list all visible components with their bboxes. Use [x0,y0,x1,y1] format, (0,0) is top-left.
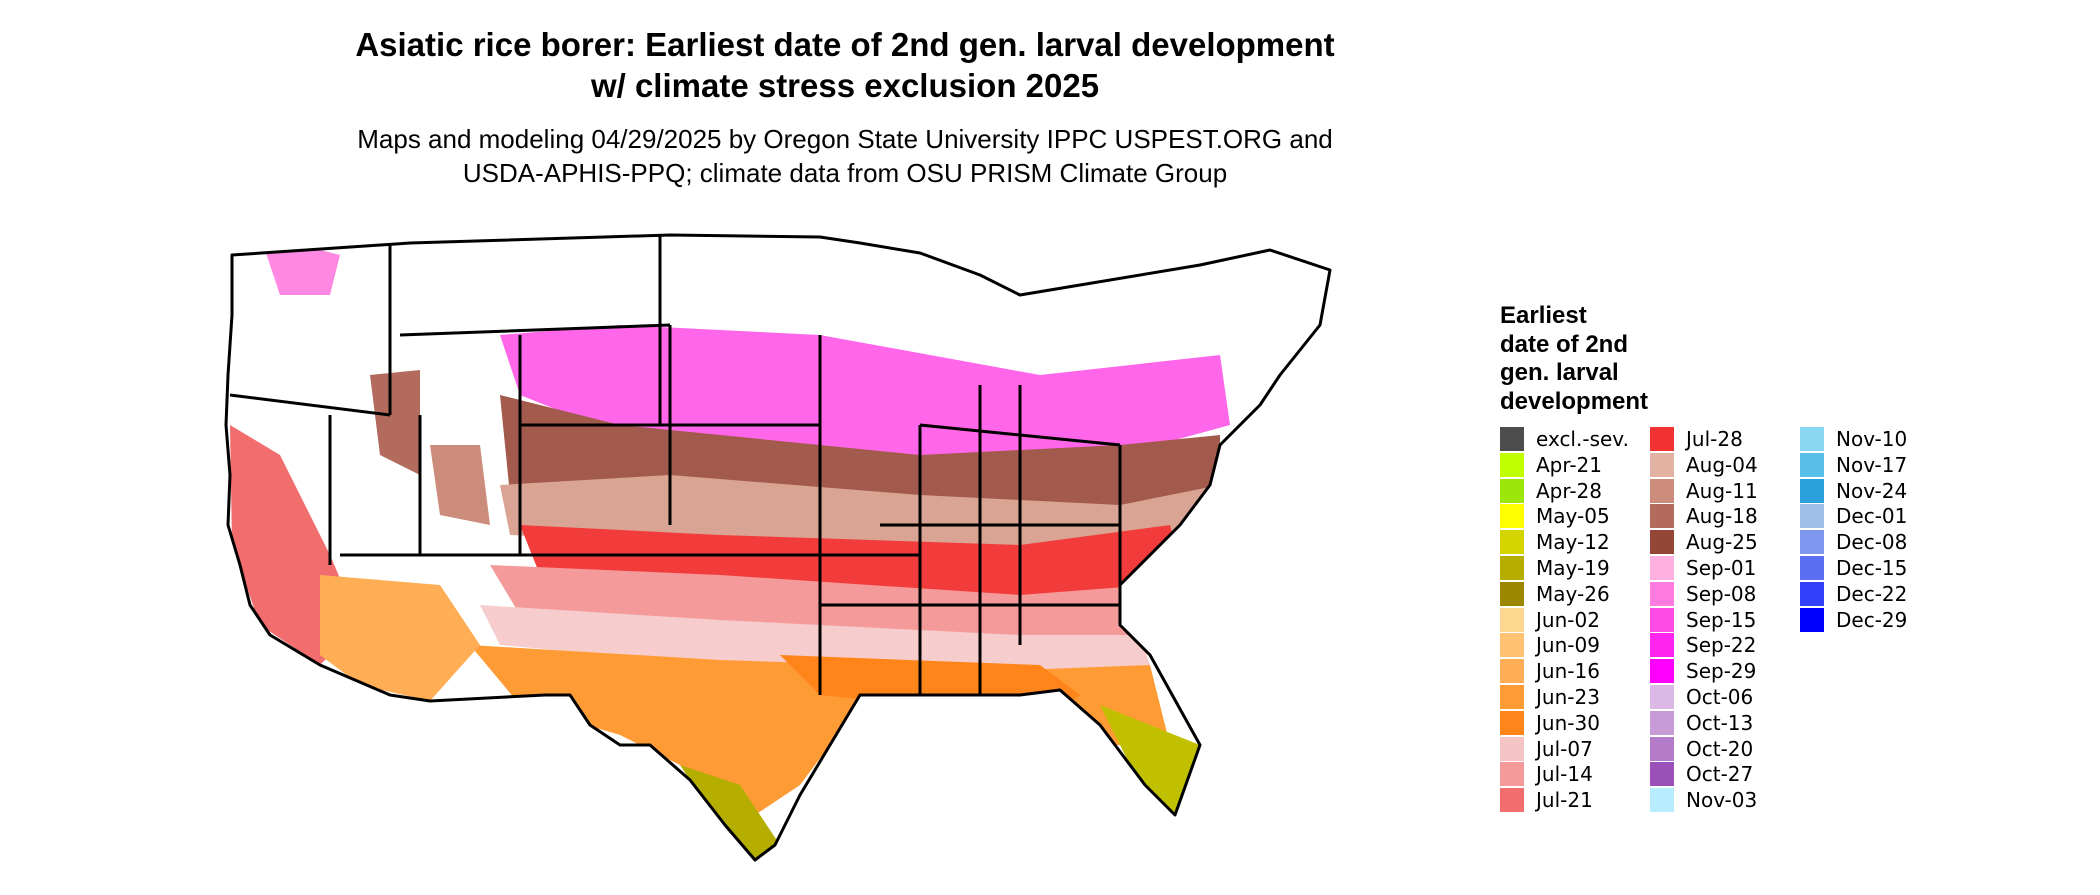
legend-swatch [1800,427,1824,451]
legend-swatch [1500,530,1524,555]
legend-swatch [1500,452,1524,477]
legend-swatch [1650,556,1674,580]
legend-label: Jul-21 [1536,788,1593,813]
legend-swatch [1800,452,1824,477]
legend-swatch [1800,581,1824,606]
legend-swatch [1800,530,1824,555]
legend-label: Dec-22 [1836,581,1908,606]
legend-label: Oct-27 [1686,762,1754,787]
legend-swatch [1800,556,1824,580]
legend-swatch [1650,762,1674,787]
legend-swatch [1650,607,1674,632]
legend-label: Nov-10 [1836,427,1908,451]
legend-label: Dec-08 [1836,530,1908,555]
legend-label: Sep-08 [1686,581,1757,606]
legend-label: Jul-07 [1536,736,1593,761]
legend-label: Sep-01 [1686,556,1757,580]
region-arizona-orange [320,575,480,701]
legend-label: Dec-01 [1836,504,1908,529]
legend-label: May-19 [1536,556,1610,580]
legend-label: Jun-23 [1536,685,1600,709]
legend-swatch [1500,607,1524,632]
legend-title-line: gen. larval [1500,359,1619,386]
legend-label: May-26 [1536,581,1610,606]
legend-title-line: Earliest [1500,302,1587,329]
legend-label: Oct-06 [1686,685,1754,709]
legend-swatch [1650,452,1674,477]
map-subtitle-line-2: USDA-APHIS-PPQ; climate data from OSU PR… [462,158,1228,188]
legend-swatch [1500,581,1524,606]
legend-swatch [1500,478,1524,503]
legend-swatch [1500,659,1524,684]
legend-label: Sep-15 [1686,607,1757,632]
legend-label: Jun-09 [1536,633,1600,658]
legend-swatch [1500,710,1524,735]
legend-swatch [1800,504,1824,529]
legend-label: Sep-22 [1686,633,1757,658]
legend-label: Jun-02 [1536,607,1600,632]
legend-label: Oct-13 [1686,710,1754,735]
region-texas-olive [680,765,780,860]
legend-swatch [1650,659,1674,684]
region-utah-salmon [430,445,490,525]
legend-swatch [1500,762,1524,787]
legend-swatch [1650,788,1674,813]
legend-label: Sep-29 [1686,659,1757,684]
legend-swatch [1650,427,1674,451]
us-map [224,233,1332,862]
color-regions [226,235,1330,860]
legend-label: Jun-30 [1536,710,1600,735]
legend-title: Earliest date of 2nd gen. larval develop… [1500,302,1720,416]
legend-label: May-05 [1536,504,1610,529]
map-title-line-2: w/ climate stress exclusion 2025 [590,67,1100,104]
legend-swatch [1500,427,1524,451]
map-subtitle-line-1: Maps and modeling 04/29/2025 by Oregon S… [357,124,1333,154]
legend-swatch [1800,607,1824,632]
legend-swatch [1650,478,1674,503]
legend-swatch [1650,633,1674,658]
legend-label: Aug-11 [1686,478,1758,503]
legend-label: Dec-15 [1836,556,1908,580]
us-outline [224,233,1332,862]
legend-label: Jun-16 [1536,659,1600,684]
legend-label: Oct-20 [1686,736,1754,761]
legend-title-line: development [1500,387,1649,415]
legend-label: Aug-25 [1686,530,1758,555]
legend-swatch [1500,556,1524,580]
legend-label: Dec-29 [1836,607,1908,632]
legend-swatch [1500,633,1524,658]
map-title-line-1: Asiatic rice borer: Earliest date of 2nd… [355,26,1335,63]
legend-label: Aug-18 [1686,504,1758,529]
state-borders [224,233,1332,862]
legend-label: Jul-28 [1686,427,1743,451]
border-lines [229,235,1122,695]
legend-swatch [1650,530,1674,555]
legend-label: Nov-24 [1836,478,1908,503]
legend-swatch [1650,710,1674,735]
legend-label: Jul-14 [1536,762,1593,787]
legend-swatch [1650,504,1674,529]
legend-swatch [1500,788,1524,813]
legend-swatch [1800,478,1824,503]
map-title: Asiatic rice borer: Earliest date of 2nd… [0,24,1690,106]
region-florida-olive [1100,705,1200,825]
legend-swatch [1650,685,1674,709]
legend-label: Apr-21 [1536,452,1602,477]
legend-label: May-12 [1536,530,1610,555]
region-north-pink [500,325,1230,465]
legend-label: Apr-28 [1536,478,1602,503]
legend-label: excl.-sev. [1536,427,1629,451]
legend-swatch [1650,736,1674,761]
legend-swatch [1500,736,1524,761]
legend-swatch [1650,581,1674,606]
legend-label: Nov-03 [1686,788,1758,813]
region-nevada-brown [370,370,420,475]
legend-label: Nov-17 [1836,452,1908,477]
legend-swatch [1500,504,1524,529]
map-subtitle: Maps and modeling 04/29/2025 by Oregon S… [0,122,1690,190]
legend-swatch [1500,685,1524,709]
legend-label: Aug-04 [1686,452,1758,477]
region-red [520,525,1180,605]
legend-title-line: date of 2nd [1500,330,1629,358]
